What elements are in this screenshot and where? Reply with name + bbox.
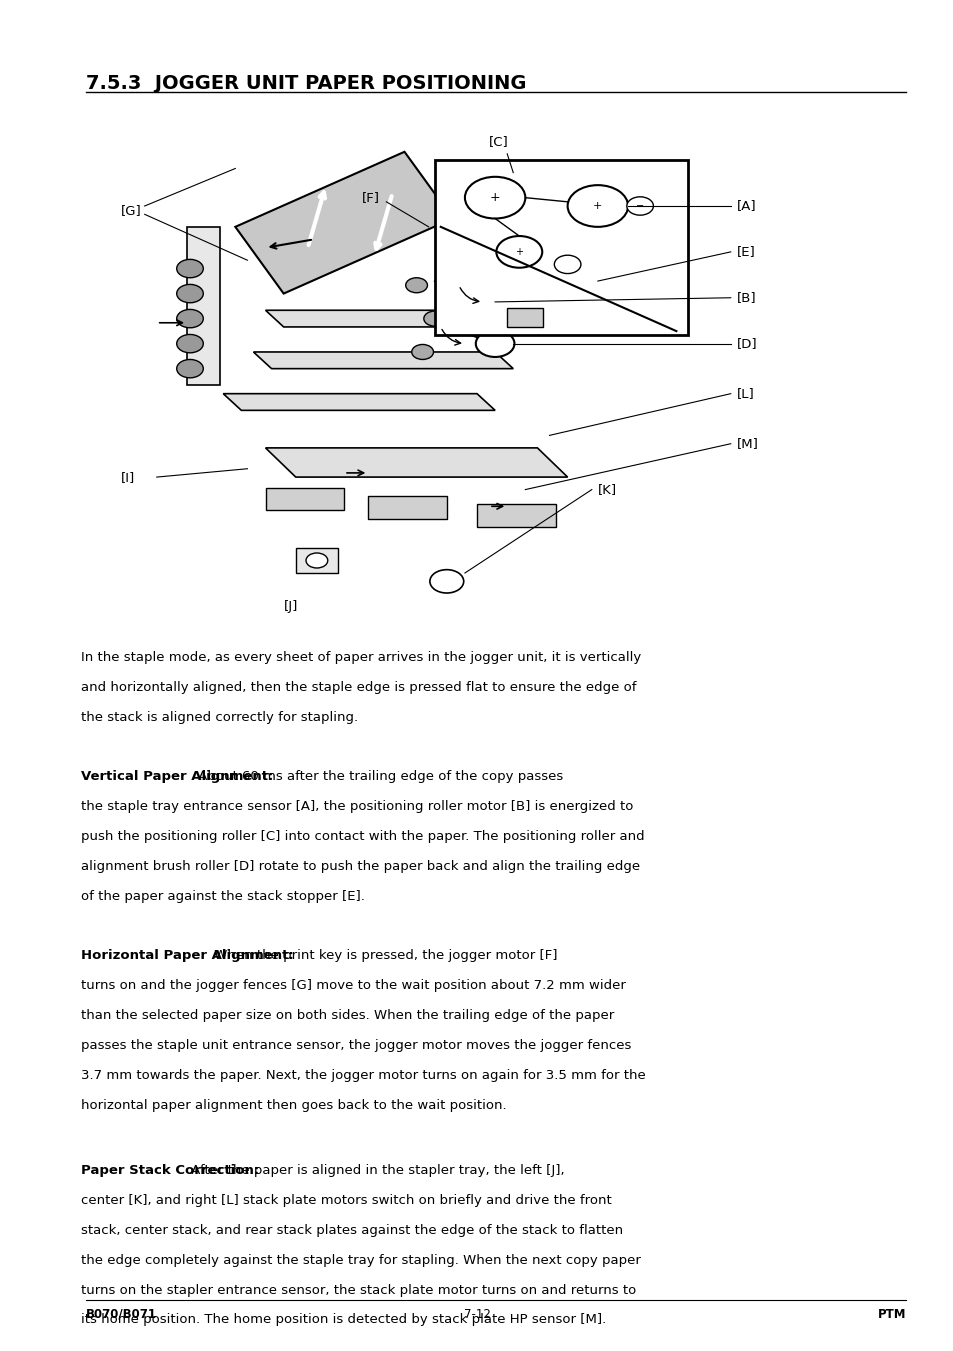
Text: and horizontally aligned, then the staple edge is pressed flat to ensure the edg: and horizontally aligned, then the stapl… xyxy=(81,681,636,694)
Text: [D]: [D] xyxy=(736,338,757,350)
Text: +: + xyxy=(515,247,523,257)
Polygon shape xyxy=(265,311,525,327)
Text: turns on the stapler entrance sensor, the stack plate motor turns on and returns: turns on the stapler entrance sensor, th… xyxy=(81,1283,636,1297)
Circle shape xyxy=(423,311,445,326)
Text: Vertical Paper Alignment:: Vertical Paper Alignment: xyxy=(81,770,274,784)
Text: Paper Stack Correction:: Paper Stack Correction: xyxy=(81,1165,259,1177)
Text: [I]: [I] xyxy=(120,470,134,484)
Circle shape xyxy=(176,285,203,303)
Text: About 60 ms after the trailing edge of the copy passes: About 60 ms after the trailing edge of t… xyxy=(193,770,562,784)
Text: center [K], and right [L] stack plate motors switch on briefly and drive the fro: center [K], and right [L] stack plate mo… xyxy=(81,1194,611,1206)
Circle shape xyxy=(496,236,541,267)
Text: 7-12: 7-12 xyxy=(463,1308,490,1321)
Text: alignment brush roller [D] rotate to push the paper back and align the trailing : alignment brush roller [D] rotate to pus… xyxy=(81,859,639,873)
Circle shape xyxy=(176,259,203,278)
Polygon shape xyxy=(265,449,567,477)
Text: 3.7 mm towards the paper. Next, the jogger motor turns on again for 3.5 mm for t: 3.7 mm towards the paper. Next, the jogg… xyxy=(81,1069,645,1082)
Text: When the print key is pressed, the jogger motor [F]: When the print key is pressed, the jogge… xyxy=(210,950,557,962)
Text: stack, center stack, and rear stack plates against the edge of the stack to flat: stack, center stack, and rear stack plat… xyxy=(81,1224,622,1238)
Circle shape xyxy=(464,177,525,219)
Circle shape xyxy=(430,570,463,593)
Circle shape xyxy=(176,309,203,328)
Text: horizontal paper alignment then goes back to the wait position.: horizontal paper alignment then goes bac… xyxy=(81,1098,506,1112)
Circle shape xyxy=(626,197,653,215)
Bar xyxy=(507,308,543,327)
Circle shape xyxy=(567,185,627,227)
Text: +: + xyxy=(489,190,500,204)
Text: [M]: [M] xyxy=(736,438,758,450)
Polygon shape xyxy=(223,393,495,411)
Text: push the positioning roller [C] into contact with the paper. The positioning rol: push the positioning roller [C] into con… xyxy=(81,830,644,843)
Text: +: + xyxy=(593,201,602,211)
Bar xyxy=(435,161,688,335)
Polygon shape xyxy=(253,353,513,369)
Bar xyxy=(187,227,220,385)
Text: [E]: [E] xyxy=(736,246,755,258)
Bar xyxy=(476,504,555,527)
Text: its home position. The home position is detected by stack plate HP sensor [M].: its home position. The home position is … xyxy=(81,1313,606,1327)
Text: the stack is aligned correctly for stapling.: the stack is aligned correctly for stapl… xyxy=(81,711,357,724)
Circle shape xyxy=(405,278,427,293)
Text: [G]: [G] xyxy=(120,204,141,216)
Text: In the staple mode, as every sheet of paper arrives in the jogger unit, it is ve: In the staple mode, as every sheet of pa… xyxy=(81,651,640,663)
Text: [K]: [K] xyxy=(598,484,617,496)
Text: than the selected paper size on both sides. When the trailing edge of the paper: than the selected paper size on both sid… xyxy=(81,1009,614,1023)
Text: [F]: [F] xyxy=(362,190,380,204)
Circle shape xyxy=(412,345,433,359)
Text: [A]: [A] xyxy=(736,200,756,212)
Circle shape xyxy=(554,255,580,273)
Circle shape xyxy=(176,359,203,378)
Text: turns on and the jogger fences [G] move to the wait position about 7.2 mm wider: turns on and the jogger fences [G] move … xyxy=(81,979,625,992)
Text: passes the staple unit entrance sensor, the jogger motor moves the jogger fences: passes the staple unit entrance sensor, … xyxy=(81,1039,631,1052)
Text: [B]: [B] xyxy=(736,292,756,304)
Bar xyxy=(295,549,337,573)
Text: [J]: [J] xyxy=(283,600,297,613)
Text: the edge completely against the staple tray for stapling. When the next copy pap: the edge completely against the staple t… xyxy=(81,1254,640,1267)
Circle shape xyxy=(306,553,328,567)
Text: B070/B071: B070/B071 xyxy=(86,1308,156,1321)
Text: PTM: PTM xyxy=(877,1308,905,1321)
Circle shape xyxy=(176,335,203,353)
Text: 7.5.3  JOGGER UNIT PAPER POSITIONING: 7.5.3 JOGGER UNIT PAPER POSITIONING xyxy=(86,74,526,93)
Circle shape xyxy=(476,330,514,357)
Text: [C]: [C] xyxy=(489,135,508,147)
Polygon shape xyxy=(235,151,453,293)
Circle shape xyxy=(457,289,496,315)
Bar xyxy=(368,496,446,519)
Bar xyxy=(265,488,344,511)
Text: Horizontal Paper Alignment:: Horizontal Paper Alignment: xyxy=(81,950,294,962)
Text: of the paper against the stack stopper [E].: of the paper against the stack stopper [… xyxy=(81,890,365,902)
Text: −: − xyxy=(636,201,643,211)
Text: the staple tray entrance sensor [A], the positioning roller motor [B] is energiz: the staple tray entrance sensor [A], the… xyxy=(81,800,633,813)
Text: [L]: [L] xyxy=(736,388,754,400)
Text: After the paper is aligned in the stapler tray, the left [J],: After the paper is aligned in the staple… xyxy=(187,1165,564,1177)
